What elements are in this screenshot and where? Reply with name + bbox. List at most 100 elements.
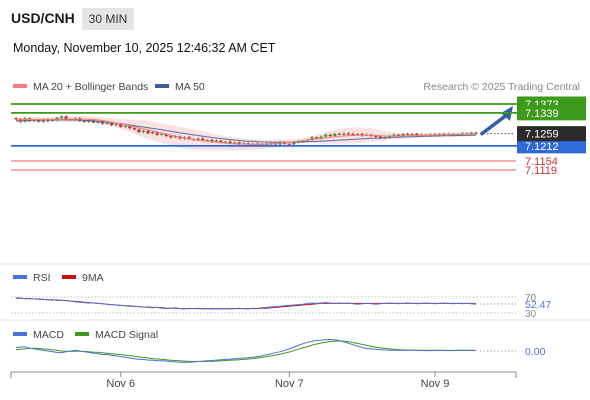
- candle-body: [324, 134, 328, 137]
- candle-body: [187, 137, 191, 140]
- main-plot: [14, 106, 514, 151]
- candle-body: [292, 142, 296, 145]
- last-price-tag: [517, 126, 586, 142]
- candle-body: [37, 119, 41, 122]
- macd-legend-swatch: [13, 332, 27, 336]
- candle-body: [169, 135, 173, 138]
- candle-body: [146, 130, 150, 134]
- candle-body: [333, 133, 337, 136]
- candle-body: [141, 130, 146, 133]
- candle-body: [287, 143, 291, 145]
- ma20-legend-label: MA 20 + Bollinger Bands: [33, 81, 148, 93]
- rsi-line: [15, 297, 477, 310]
- candle-body: [474, 132, 478, 134]
- candle-body: [314, 137, 319, 139]
- x-tick-label: Nov 6: [106, 378, 135, 390]
- candle-body: [401, 133, 405, 136]
- candle-body: [59, 116, 64, 118]
- candle-body: [196, 138, 200, 140]
- candle-body: [164, 133, 168, 136]
- rsi-ma-legend-swatch: [62, 275, 76, 279]
- macd-signal-line: [15, 340, 476, 362]
- level-label-pivot: 7.1212: [525, 141, 559, 153]
- candle-body: [173, 136, 178, 138]
- x-tick-label: Nov 9: [421, 378, 450, 390]
- ma50-line: [15, 119, 476, 143]
- candle-body: [410, 133, 414, 135]
- macd-value-label: 0.00: [525, 346, 546, 358]
- candle-body: [387, 135, 392, 138]
- macd-signal-legend-label: MACD Signal: [95, 329, 158, 341]
- rsi-ma-legend-label: 9MA: [82, 272, 104, 284]
- rsi-plot: [11, 296, 516, 314]
- candle-body: [14, 118, 18, 120]
- candle-body: [283, 142, 287, 144]
- candle-body: [214, 140, 218, 142]
- candle-body: [346, 133, 351, 135]
- rsi-level-30-label: 30: [525, 309, 537, 320]
- macd-legend-label: MACD: [33, 329, 64, 341]
- ma20-legend-swatch: [13, 84, 27, 88]
- ma50-legend-swatch: [155, 84, 169, 88]
- candle-body: [137, 129, 141, 133]
- candle-body: [201, 138, 205, 141]
- bollinger-band: [16, 115, 476, 151]
- level-tag-resistance: [517, 105, 586, 121]
- candle-body: [128, 126, 132, 129]
- datetime-label: Monday, November 10, 2025 12:46:32 AM CE…: [13, 41, 276, 55]
- candle-body: [151, 132, 155, 134]
- macd-signal-legend-swatch: [75, 332, 89, 336]
- candle-body: [205, 139, 209, 141]
- ma20-line: [16, 118, 477, 145]
- candle-body: [119, 124, 123, 127]
- candle-body: [96, 121, 100, 123]
- candle-body: [123, 126, 127, 128]
- rsi-level-70-label: 70: [525, 293, 537, 304]
- level-tag-pivot: [517, 138, 586, 154]
- candle-body: [228, 141, 232, 144]
- candle-body: [342, 133, 346, 135]
- timeframe-badge[interactable]: 30 MIN: [82, 8, 134, 30]
- candle-body: [319, 136, 323, 139]
- candle-body: [64, 116, 68, 120]
- candle-body: [396, 134, 401, 136]
- symbol-title: USD/CNH: [11, 10, 75, 26]
- level-label-support: 7.1154: [525, 156, 558, 168]
- rsi-legend-swatch: [13, 275, 27, 279]
- candle-body: [210, 139, 214, 142]
- candle-body: [392, 134, 396, 136]
- last-price-label: 7.1259: [525, 129, 559, 141]
- ma50-legend-label: MA 50: [175, 81, 205, 93]
- candle-body: [100, 121, 105, 124]
- candle-body: [233, 142, 237, 144]
- projection-arrow-shaft: [480, 112, 510, 136]
- macd-plot: [15, 338, 516, 363]
- rsi-value-label: 52.47: [525, 299, 551, 311]
- candle-body: [82, 120, 86, 122]
- level-label-resistance: 7.1339: [525, 108, 559, 120]
- candle-body: [160, 133, 164, 135]
- candle-body: [237, 142, 241, 144]
- candle-body: [337, 133, 341, 135]
- candle-body: [110, 122, 114, 126]
- candle-body: [328, 134, 332, 136]
- macd-line: [15, 338, 477, 363]
- candle-body: [310, 137, 314, 140]
- candle-body: [469, 132, 474, 134]
- candle-body: [155, 132, 159, 135]
- candle-body: [355, 133, 360, 135]
- candle-body: [223, 141, 228, 143]
- candle-body: [406, 133, 410, 135]
- candle-body: [219, 140, 223, 143]
- candle-body: [374, 135, 378, 137]
- candle-body: [351, 133, 355, 135]
- candle-body: [114, 124, 118, 126]
- candle-body: [105, 122, 109, 124]
- candle-body: [415, 133, 419, 136]
- level-label-support: 7.1119: [525, 165, 557, 177]
- candle-body: [132, 128, 137, 130]
- rsi-legend-label: RSI: [33, 272, 51, 284]
